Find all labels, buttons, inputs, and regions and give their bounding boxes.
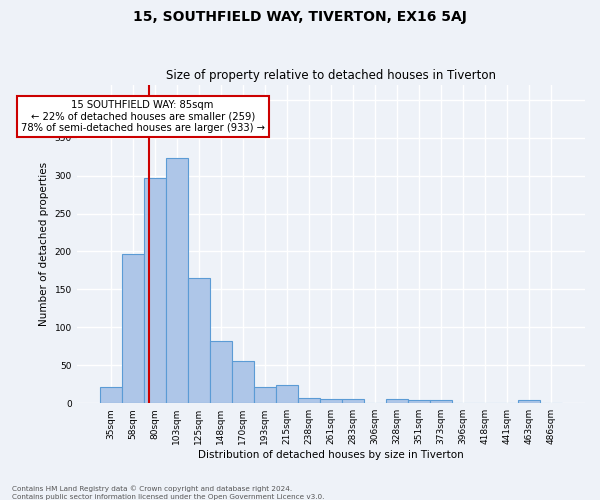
Text: Contains HM Land Registry data © Crown copyright and database right 2024.
Contai: Contains HM Land Registry data © Crown c… [12,486,325,500]
Bar [386,400,408,403]
Bar [166,158,188,403]
Text: 15 SOUTHFIELD WAY: 85sqm
← 22% of detached houses are smaller (259)
78% of semi-: 15 SOUTHFIELD WAY: 85sqm ← 22% of detach… [20,100,265,133]
Bar [276,385,298,403]
Bar [188,278,210,403]
X-axis label: Distribution of detached houses by size in Tiverton: Distribution of detached houses by size … [198,450,464,460]
Bar [342,398,364,403]
Bar [518,400,540,403]
Bar [254,386,276,403]
Bar [100,386,122,403]
Text: 15, SOUTHFIELD WAY, TIVERTON, EX16 5AJ: 15, SOUTHFIELD WAY, TIVERTON, EX16 5AJ [133,10,467,24]
Bar [232,362,254,403]
Bar [298,398,320,403]
Title: Size of property relative to detached houses in Tiverton: Size of property relative to detached ho… [166,69,496,82]
Y-axis label: Number of detached properties: Number of detached properties [39,162,49,326]
Bar [408,400,430,403]
Bar [320,398,342,403]
Bar [144,178,166,403]
Bar [430,400,452,403]
Bar [122,254,144,403]
Bar [210,341,232,403]
